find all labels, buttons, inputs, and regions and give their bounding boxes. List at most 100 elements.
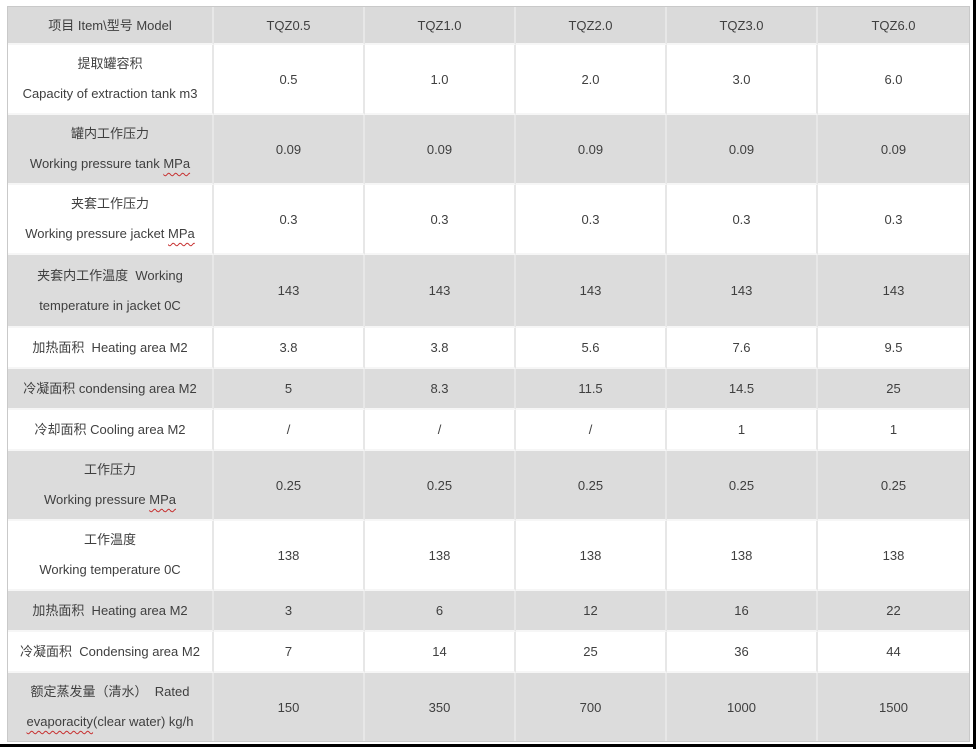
cell-value: 6	[365, 591, 516, 632]
misspelled-word: MPa	[163, 156, 191, 171]
cell-value: 0.25	[365, 451, 516, 521]
cell-value: 0.25	[667, 451, 818, 521]
cell-value: 3.8	[365, 328, 516, 369]
label-text: Working temperature 0C	[39, 562, 181, 577]
spec-table-head: 项目 Item\型号 Model TQZ0.5 TQZ1.0 TQZ2.0 TQZ3.0…	[8, 7, 969, 45]
cell-value: 5.6	[516, 328, 667, 369]
label-text: 冷却面积 Cooling area M2	[34, 421, 186, 437]
label-text: 工作温度	[83, 532, 136, 547]
cell-value: 0.09	[818, 115, 969, 185]
model-column-header: TQZ2.0	[516, 7, 667, 45]
cell-value: 0.09	[667, 115, 818, 185]
table-row: 冷凝面积 Condensing area M2 7 14 25 36 44	[8, 632, 969, 673]
cell-value: 143	[214, 255, 365, 328]
cell-value: 0.3	[516, 185, 667, 255]
cell-value: 3	[214, 591, 365, 632]
cell-value: 7.6	[667, 328, 818, 369]
table-row: 加热面积 Heating area M2 3.8 3.8 5.6 7.6 9.5	[8, 328, 969, 369]
cell-value: 143	[365, 255, 516, 328]
misspelled-word: evaporacity	[26, 714, 94, 729]
frame-right-edge	[973, 0, 976, 749]
cell-value: /	[214, 410, 365, 451]
cell-value: 1.0	[365, 45, 516, 115]
row-label-line: evaporacity(clear water) kg/h	[16, 707, 204, 737]
cell-value: 0.09	[365, 115, 516, 185]
label-text: 提取罐容积	[77, 56, 143, 71]
cell-value: 44	[818, 632, 969, 673]
cell-value: 1000	[667, 673, 818, 741]
cell-value: 0.25	[214, 451, 365, 521]
cell-value: 3.0	[667, 45, 818, 115]
table-row: 罐内工作压力 Working pressure tank MPa 0.09 0.09 0…	[8, 115, 969, 185]
model-column-header: TQZ1.0	[365, 7, 516, 45]
row-label-line: 夹套工作压力	[16, 189, 204, 219]
cell-value: 3.8	[214, 328, 365, 369]
row-label-line: 提取罐容积	[16, 49, 204, 79]
row-label-line: 罐内工作压力	[16, 119, 204, 149]
frame-bottom-edge	[0, 744, 976, 747]
row-label: 罐内工作压力 Working pressure tank MPa	[8, 115, 214, 185]
label-text: 额定蒸发量（清水） Rated	[30, 684, 190, 699]
cell-value: 11.5	[516, 369, 667, 410]
label-text: Working pressure tank	[29, 156, 164, 171]
cell-value: 143	[818, 255, 969, 328]
misspelled-word: MPa	[168, 226, 195, 241]
row-label-line: 工作温度	[16, 525, 204, 555]
spec-table: 项目 Item\型号 Model TQZ0.5 TQZ1.0 TQZ2.0 TQZ3.0…	[7, 6, 970, 742]
row-label: 加热面积 Heating area M2	[8, 328, 214, 369]
cell-value: 0.09	[214, 115, 365, 185]
cell-value: 0.3	[214, 185, 365, 255]
table-row: 夹套工作压力 Working pressure jacket MPa 0.3 0.3 0…	[8, 185, 969, 255]
cell-value: 138	[214, 521, 365, 591]
cell-value: 1	[667, 410, 818, 451]
label-text: Working pressure jacket	[25, 226, 169, 241]
model-column-header: TQZ0.5	[214, 7, 365, 45]
cell-value: 36	[667, 632, 818, 673]
table-row: 冷却面积 Cooling area M2///1 1	[8, 410, 969, 451]
row-label-line: 冷却面积 Cooling area M2	[16, 415, 204, 445]
cell-value: 7	[214, 632, 365, 673]
cell-value: 22	[818, 591, 969, 632]
cell-value: 150	[214, 673, 365, 741]
row-label: 工作压力 Working pressure MPa	[8, 451, 214, 521]
cell-value: 0.25	[818, 451, 969, 521]
cell-value: /	[365, 410, 516, 451]
cell-value: 138	[667, 521, 818, 591]
cell-value: 0.5	[214, 45, 365, 115]
cell-value: 138	[516, 521, 667, 591]
row-label-line: Working temperature 0C	[16, 555, 204, 585]
cell-value: 8.3	[365, 369, 516, 410]
cell-value: 350	[365, 673, 516, 741]
table-row: 工作温度 Working temperature 0C 138 138 138 138 13…	[8, 521, 969, 591]
model-column-header: TQZ3.0	[667, 7, 818, 45]
cell-value: 1	[818, 410, 969, 451]
row-label: 额定蒸发量（清水） Rated evaporacity(clear water) …	[8, 673, 214, 741]
cell-value: /	[516, 410, 667, 451]
table-row: 提取罐容积 Capacity of extraction tank m3 0.5 1.…	[8, 45, 969, 115]
row-label-line: 工作压力	[16, 455, 204, 485]
row-label: 提取罐容积 Capacity of extraction tank m3	[8, 45, 214, 115]
row-label: 冷却面积 Cooling area M2	[8, 410, 214, 451]
cell-value: 700	[516, 673, 667, 741]
cell-value: 9.5	[818, 328, 969, 369]
cell-value: 0.3	[365, 185, 516, 255]
row-label-line: Working pressure jacket MPa	[16, 219, 204, 249]
cell-value: 12	[516, 591, 667, 632]
cell-value: 14	[365, 632, 516, 673]
label-text: Capacity of extraction tank m3	[22, 86, 198, 101]
label-text: 罐内工作压力	[70, 126, 149, 141]
label-text: 冷凝面积 Condensing area M2	[20, 643, 200, 659]
cell-value: 143	[516, 255, 667, 328]
cell-value: 6.0	[818, 45, 969, 115]
label-text: temperature in jacket 0C	[39, 297, 181, 313]
row-label: 工作温度 Working temperature 0C	[8, 521, 214, 591]
row-label: 夹套内工作温度 Working temperature in jacket 0C	[8, 255, 214, 328]
table-row: 工作压力 Working pressure MPa 0.25 0.25 0.25 0.25…	[8, 451, 969, 521]
table-row: 夹套内工作温度 Working temperature in jacket 0C 1…	[8, 255, 969, 328]
row-label-line: 加热面积 Heating area M2	[16, 333, 204, 363]
row-label-line: 冷凝面积 Condensing area M2	[16, 637, 204, 667]
row-label-line: Working pressure MPa	[16, 485, 204, 515]
cell-value: 14.5	[667, 369, 818, 410]
row-label-line: Capacity of extraction tank m3	[16, 79, 204, 109]
table-row: 加热面积 Heating area M2 3 6 12 16 22	[8, 591, 969, 632]
